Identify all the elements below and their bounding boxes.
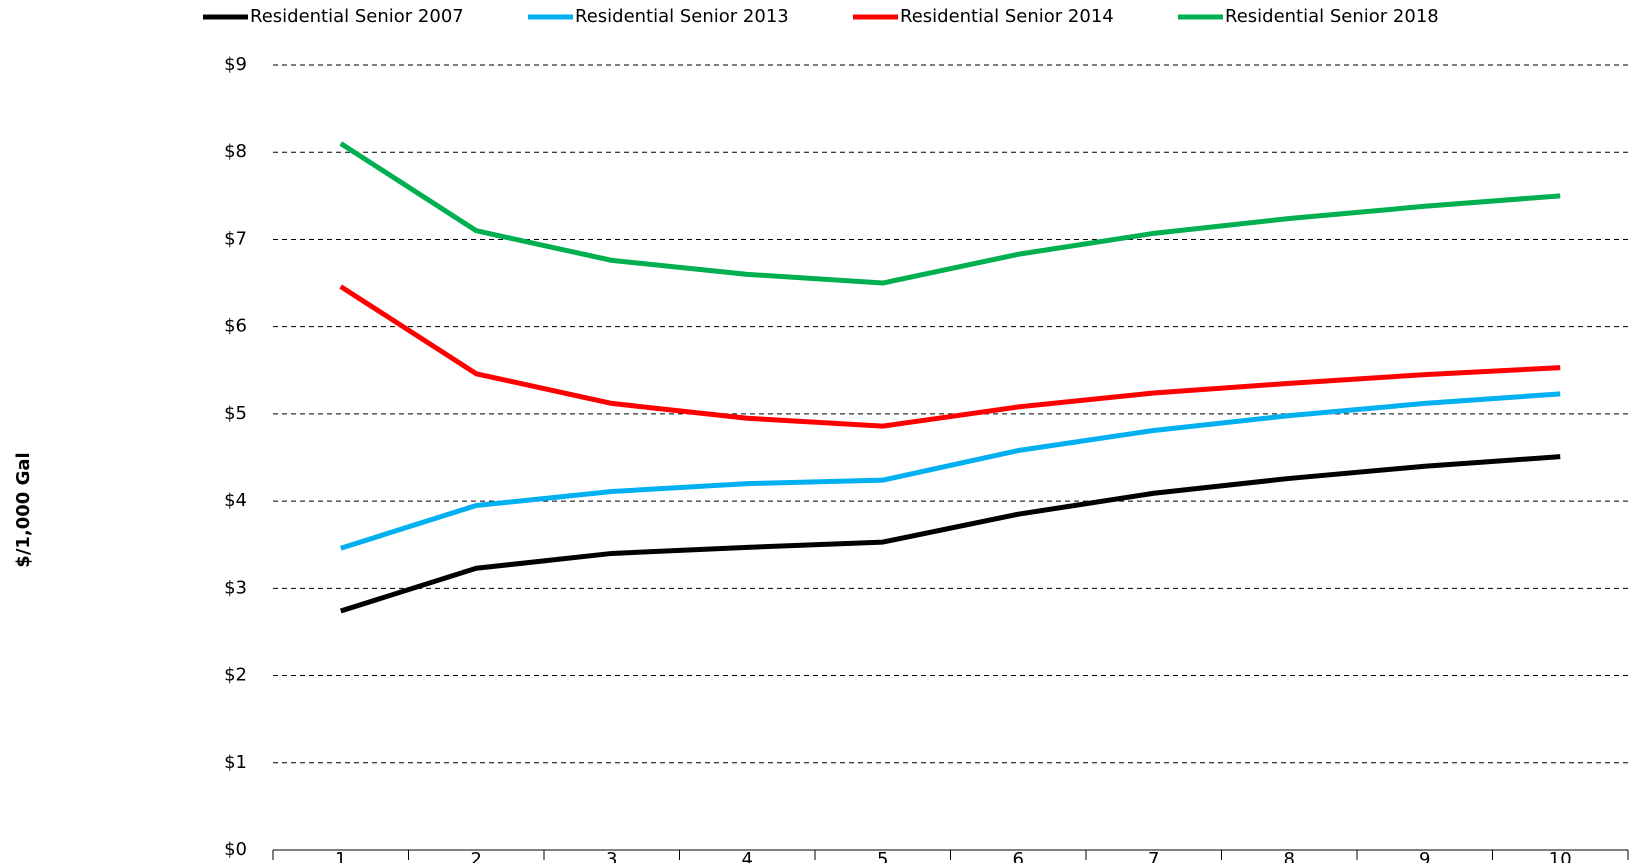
legend-label: Residential Senior 2018 [1225,6,1439,27]
y-tick-label: $3 [224,577,247,598]
series-line [339,391,1561,551]
y-axis-label: $/1,000 Gal [13,452,34,567]
x-tick-label: 4 [742,849,753,863]
y-tick-label: $0 [224,839,247,860]
series-line [339,284,1561,429]
x-tick-label: 6 [1013,849,1024,863]
x-tick-label: 10 [1549,849,1572,863]
series-line [339,454,1561,614]
x-tick-label: 2 [471,849,482,863]
x-tick-label: 3 [606,849,617,863]
y-tick-label: $2 [224,665,247,686]
x-tick-label: 9 [1419,849,1430,863]
y-tick-label: $1 [224,752,247,773]
legend-label: Residential Senior 2007 [250,6,464,27]
legend-label: Residential Senior 2014 [900,6,1114,27]
legend-label: Residential Senior 2013 [575,6,789,27]
y-tick-label: $9 [224,54,247,75]
x-tick-label: 1 [335,849,346,863]
x-tick-label: 8 [1284,849,1295,863]
y-tick-label: $5 [224,403,247,424]
series-line [339,141,1561,286]
y-tick-label: $8 [224,141,247,162]
x-tick-label: 7 [1148,849,1159,863]
y-tick-label: $7 [224,228,247,249]
y-tick-label: $4 [224,490,247,511]
x-tick-label: 5 [877,849,888,863]
y-tick-label: $6 [224,316,247,337]
